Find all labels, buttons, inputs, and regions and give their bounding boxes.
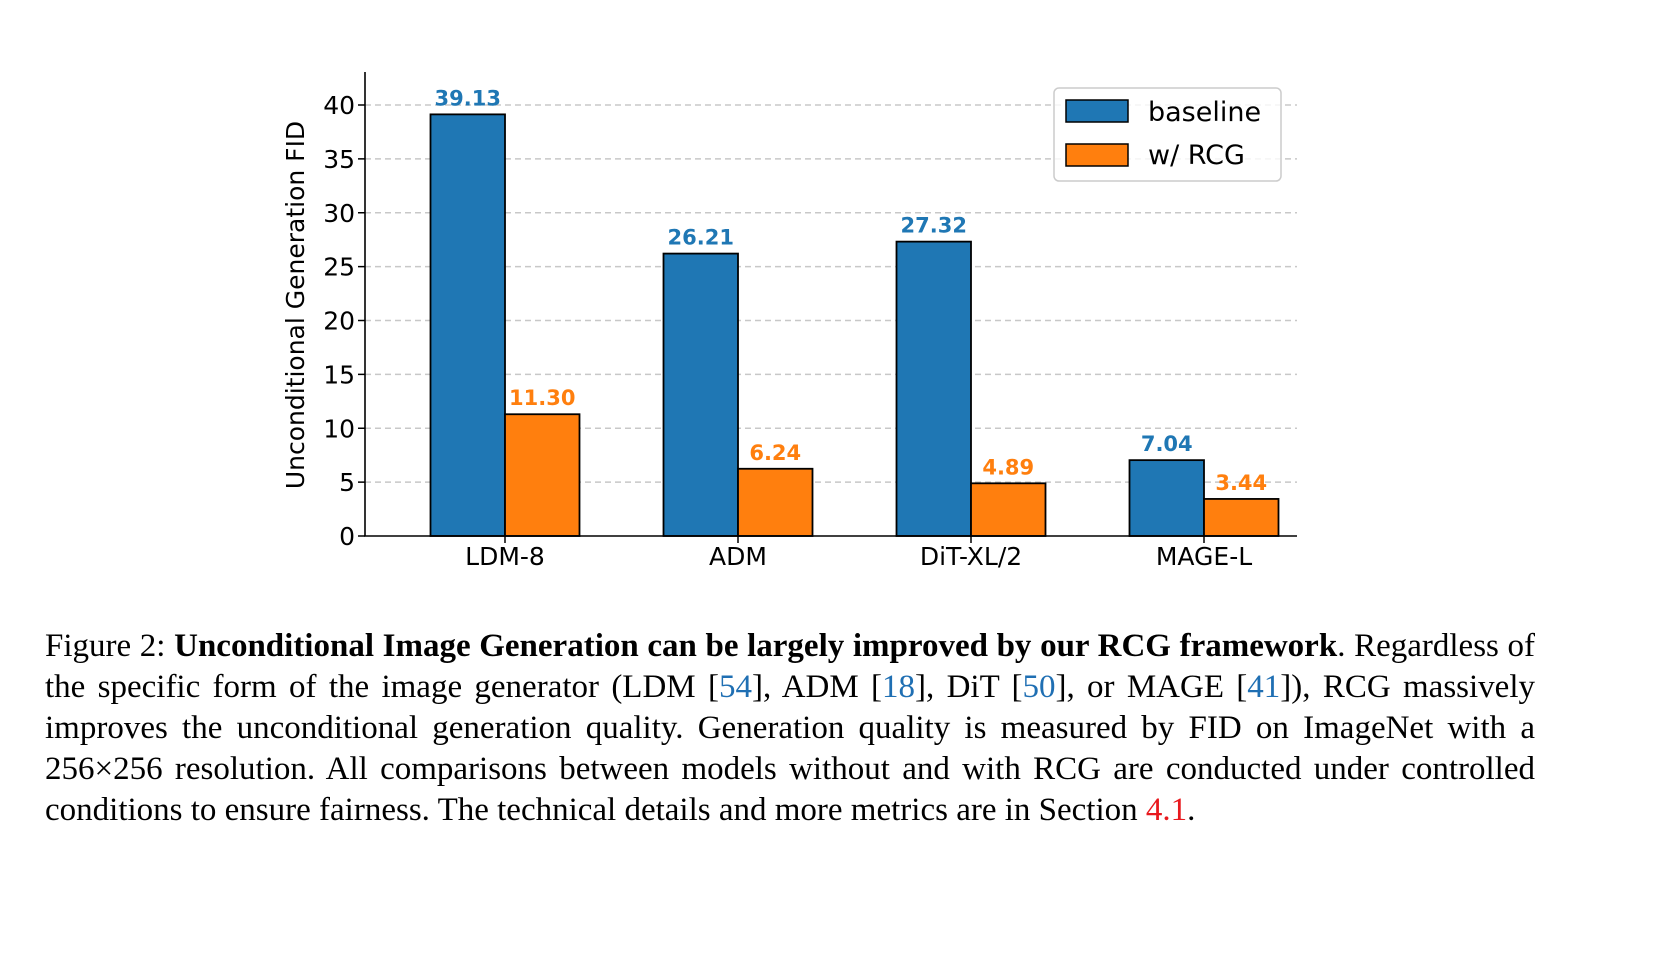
caption-text: ]), RCG massively improves the unconditi… (45, 669, 1535, 828)
y-tick-label: 40 (323, 91, 355, 120)
bar-rcg-adm (737, 467, 814, 537)
figure-caption: Figure 2: Unconditional Image Generation… (45, 626, 1535, 831)
y-axis-label: Unconditional Generation FID (281, 121, 310, 489)
x-tick-label: LDM-8 (465, 542, 545, 571)
y-tick-label: 15 (323, 360, 355, 389)
legend-swatch-rcg (1065, 143, 1129, 167)
value-label: 26.21 (668, 226, 734, 250)
caption-text: ], DiT [ (915, 669, 1023, 705)
x-tick-label: MAGE-L (1156, 542, 1252, 571)
value-label: 27.32 (901, 214, 967, 238)
value-label: 3.44 (1215, 471, 1267, 495)
value-label: 7.04 (1141, 432, 1193, 456)
value-labels: 39.13 11.30 26.21 6.24 27.32 4.89 7.04 3.44 (435, 86, 1268, 495)
y-tick-label: 10 (323, 414, 355, 443)
value-label: 11.30 (509, 386, 575, 410)
axes (364, 72, 1297, 537)
bar-baseline-ldm-8 (429, 113, 506, 537)
caption-text: ], ADM [ (751, 669, 883, 705)
bar-rcg-dit-xl-2 (970, 482, 1047, 537)
y-tick-label: 5 (339, 468, 355, 497)
citation-link[interactable]: 54 (718, 669, 752, 705)
x-tick-label: DiT-XL/2 (920, 542, 1022, 571)
bars (429, 113, 1280, 537)
y-tick-label: 35 (323, 145, 355, 174)
legend-swatch-baseline (1065, 99, 1129, 123)
caption-text: Regardless of the specific form of the i… (45, 628, 1535, 705)
caption-text: . (1187, 792, 1196, 828)
section-link[interactable]: 4.1 (1145, 792, 1188, 828)
bar-chart: 39.13 11.30 26.21 6.24 27.32 4.89 7.04 3.44 0 5 1… (281, 72, 1297, 571)
caption-title-end: . (1337, 628, 1346, 664)
citation-link[interactable]: 18 (882, 669, 916, 705)
caption-title: Unconditional Image Generation can be la… (174, 628, 1338, 664)
caption-label: Figure 2: (45, 628, 166, 664)
bar-baseline-mage-l (1128, 459, 1205, 537)
citation-link[interactable]: 41 (1247, 669, 1281, 705)
bar-rcg-ldm-8 (504, 413, 581, 537)
value-label: 6.24 (749, 441, 801, 465)
x-ticks: LDM-8 ADM DiT-XL/2 MAGE-L (465, 536, 1252, 571)
bar-baseline-dit-xl-2 (895, 240, 972, 537)
x-tick-label: ADM (709, 542, 767, 571)
y-tick-label: 30 (323, 199, 355, 228)
y-tick-label: 0 (339, 522, 355, 551)
value-label: 4.89 (982, 455, 1034, 479)
y-ticks: 0 5 10 15 20 25 30 35 40 (323, 91, 365, 551)
y-tick-label: 25 (323, 253, 355, 282)
caption-text: ], or MAGE [ (1055, 669, 1248, 705)
bar-baseline-adm (662, 252, 739, 537)
legend-label-rcg: w/ RCG (1148, 140, 1245, 171)
citation-link[interactable]: 50 (1022, 669, 1056, 705)
y-tick-label: 20 (323, 307, 355, 336)
legend: baseline w/ RCG (1053, 87, 1282, 182)
value-label: 39.13 (435, 86, 501, 110)
legend-label-baseline: baseline (1148, 97, 1261, 128)
bar-rcg-mage-l (1203, 498, 1280, 537)
